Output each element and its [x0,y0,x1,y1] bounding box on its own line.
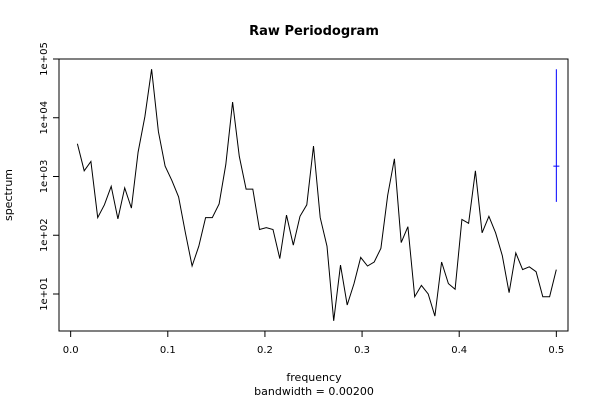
y-axis: 1e+01 1e+02 1e+03 1e+04 1e+05 [39,42,59,311]
x-axis: 0.0 0.1 0.2 0.3 0.4 0.5 [63,331,564,356]
x-tick-label: 0.1 [160,345,176,356]
spectrum-line [76,69,557,321]
series-layer [76,69,557,321]
x-tick-label: 0.3 [354,345,370,356]
x-axis-label: frequency [286,371,342,384]
x-tick-label: 0.2 [257,345,273,356]
y-tick-label: 1e+05 [39,42,50,76]
x-tick-label: 0.5 [548,345,564,356]
y-axis-label: spectrum [2,169,15,221]
x-tick-label: 0.0 [63,345,79,356]
y-tick-label: 1e+04 [39,101,50,135]
chart-title: Raw Periodogram [249,24,379,39]
y-tick-label: 1e+03 [39,160,50,194]
bandwidth-subtitle: bandwidth = 0.00200 [254,385,374,398]
y-tick-label: 1e+01 [39,277,50,311]
error-bar-layer [553,69,560,202]
y-tick-label: 1e+02 [39,218,50,252]
plot-frame [58,58,569,332]
x-tick-label: 0.4 [451,345,467,356]
